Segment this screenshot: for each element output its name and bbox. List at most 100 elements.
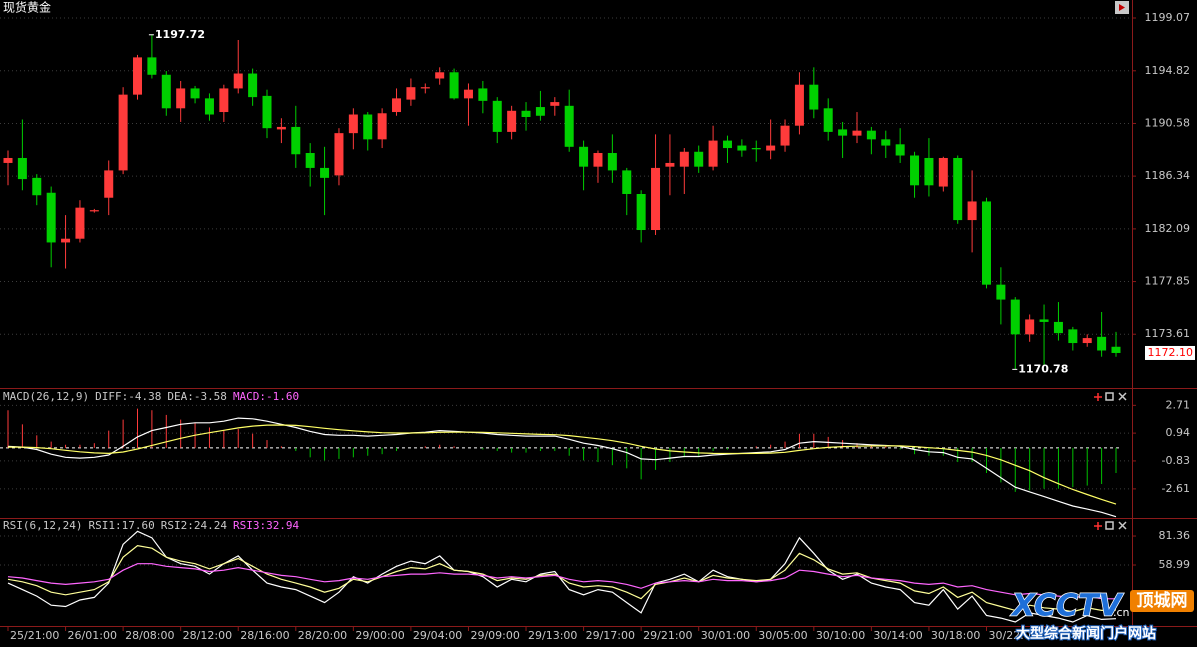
chart-title: 现货黄金: [3, 0, 51, 15]
y-tick-label: 1194.82: [1145, 64, 1191, 77]
candle-body: [492, 100, 502, 132]
close-icon[interactable]: [1118, 521, 1127, 530]
candle-body: [233, 73, 243, 89]
candle-body: [780, 125, 790, 146]
max-icon[interactable]: [1105, 392, 1114, 401]
indicator-line: [7, 544, 1117, 613]
candle-body: [1025, 319, 1035, 335]
candle-body: [334, 133, 344, 176]
y-tick-label: 1182.09: [1145, 222, 1191, 235]
header-item: RSI3:32.94: [233, 519, 300, 532]
y-tick-label: 81.36: [1159, 529, 1191, 542]
y-tick-label: 1173.61: [1145, 327, 1191, 340]
candle-body: [75, 207, 85, 239]
y-tick-label: 1177.85: [1145, 275, 1191, 288]
candle-body: [910, 155, 920, 186]
candle-body: [838, 129, 848, 136]
watermark: XCCTV .cn 顶城网 大型综合新闻门户网站: [1009, 588, 1194, 643]
candle-body: [377, 113, 387, 140]
candle-body: [406, 87, 416, 100]
candle-body: [1068, 329, 1078, 344]
y-tick-label: -2.61: [1162, 482, 1190, 495]
window-icon[interactable]: [1115, 1, 1129, 14]
candle-body: [248, 73, 258, 98]
y-tick-label: 58.99: [1159, 558, 1191, 571]
candle-body: [895, 144, 905, 156]
candle-body: [535, 107, 545, 116]
x-tick-label: 28/16:00: [240, 629, 289, 642]
indicator-line: [8, 424, 1117, 505]
x-tick-label: 28/08:00: [125, 629, 174, 642]
close-icon[interactable]: [1118, 392, 1127, 401]
candle-body: [17, 157, 27, 180]
header-item: MACD(26,12,9): [3, 390, 89, 403]
x-tick-label: 26/01:00: [68, 629, 117, 642]
candle-body: [607, 153, 617, 171]
last-price-box: [1145, 345, 1195, 360]
candle-body: [593, 153, 603, 167]
x-tick-label: 28/12:00: [183, 629, 232, 642]
candle-body: [219, 88, 229, 113]
panel-controls[interactable]: [1094, 392, 1127, 530]
indicator-header: MACD(26,12,9) DIFF:-4.38 DEA:-3.58 MACD:-1.…: [3, 390, 299, 403]
x-tick-label: 30/22:00: [988, 629, 1037, 642]
indicator-line: [7, 417, 1117, 518]
candle-body: [104, 170, 114, 198]
candle-body: [291, 126, 301, 155]
x-tick-label: 29/09:00: [470, 629, 519, 642]
candle-body: [449, 72, 459, 99]
candle-body: [435, 72, 445, 79]
candle-body: [89, 210, 99, 212]
candle-body: [794, 84, 804, 126]
y-tick-label: 2.71: [1166, 398, 1191, 411]
low-annotation: 1170.78: [1018, 362, 1068, 375]
candle-body: [420, 87, 430, 89]
watermark-brand: 顶城网: [1137, 591, 1188, 611]
watermark-logo: XCCTV: [1010, 589, 1125, 624]
candle-body: [363, 114, 373, 140]
x-tick-label: 29/04:00: [413, 629, 462, 642]
candle-body: [320, 167, 330, 178]
candle-body: [521, 110, 531, 117]
x-tick-label: 29/17:00: [586, 629, 635, 642]
header-item: RSI1:17.60: [88, 519, 154, 532]
candle-body: [564, 105, 574, 147]
candle-body: [579, 146, 589, 167]
candle-body: [1111, 346, 1121, 353]
candle-body: [507, 110, 517, 132]
candle-body: [823, 108, 833, 132]
x-tick-label: 30/05:00: [758, 629, 807, 642]
candle-body: [118, 94, 128, 171]
high-annotation: 1197.72: [155, 28, 205, 41]
header-item: DEA:-3.58: [167, 390, 227, 403]
x-tick-label: 30/01:00: [701, 629, 750, 642]
candle-body: [708, 140, 718, 167]
candle-body: [1039, 319, 1049, 322]
candle-body: [46, 192, 56, 243]
candle-body: [881, 139, 891, 146]
indicator-header: RSI(6,12,24) RSI1:17.60 RSI2:24.24 RSI3:32.…: [3, 519, 300, 532]
candle-body: [3, 157, 13, 163]
y-tick-label: 1186.34: [1145, 169, 1191, 182]
add-icon[interactable]: [1094, 522, 1102, 530]
candle-body: [1097, 336, 1107, 351]
indicator-line: [7, 563, 1117, 600]
icon-glyph: [1119, 4, 1125, 11]
y-tick-label: 1190.58: [1145, 116, 1191, 129]
x-tick-label: 29/00:00: [355, 629, 404, 642]
candle-body: [161, 74, 171, 109]
candle-body: [766, 145, 776, 151]
watermark-tagline: 大型综合新闻门户网站: [1016, 625, 1156, 642]
x-tick-label: 25/21:00: [10, 629, 59, 642]
candle-body: [679, 151, 689, 167]
candle-body: [737, 145, 747, 151]
candle-body: [996, 284, 1006, 300]
candle-body: [262, 95, 272, 129]
candle-body: [751, 148, 761, 150]
x-tick-label: 29/21:00: [643, 629, 692, 642]
max-icon[interactable]: [1105, 521, 1114, 530]
x-tick-label: 30/14:00: [873, 629, 922, 642]
add-icon[interactable]: [1094, 393, 1102, 401]
candle-body: [967, 201, 977, 221]
